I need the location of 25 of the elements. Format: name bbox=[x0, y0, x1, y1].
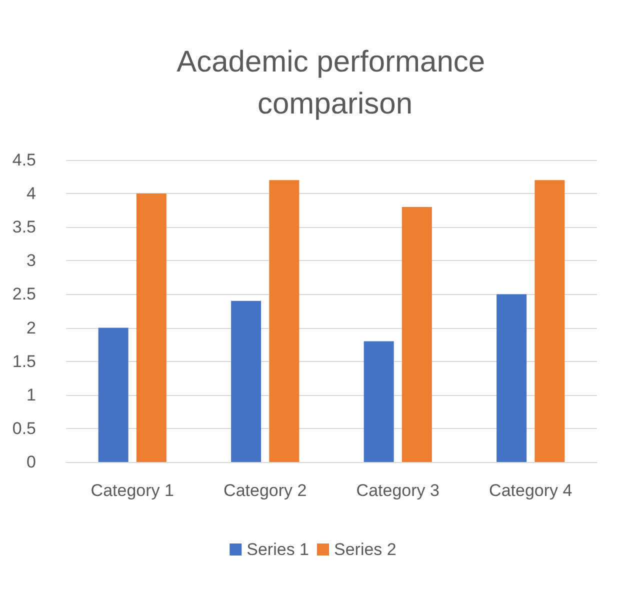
y-tick-label: 2 bbox=[26, 318, 36, 338]
y-tick-label: 4.5 bbox=[12, 150, 36, 170]
bar bbox=[269, 180, 300, 462]
bar bbox=[231, 300, 262, 462]
legend-label: Series 2 bbox=[334, 540, 396, 559]
bar bbox=[136, 194, 166, 462]
legend-label: Series 1 bbox=[246, 540, 310, 559]
bar bbox=[496, 294, 527, 462]
y-tick-label: 1.5 bbox=[12, 352, 36, 371]
x-tick-label: Category 2 bbox=[224, 481, 307, 500]
y-tick-label: 0 bbox=[26, 452, 36, 472]
y-tick-label: 3.5 bbox=[12, 218, 36, 237]
x-tick-label: Category 3 bbox=[356, 481, 440, 500]
y-tick-label: 0.5 bbox=[12, 418, 36, 438]
chart-title: Academic performance comparison bbox=[176, 46, 494, 120]
y-tick-label: 2.5 bbox=[12, 284, 36, 304]
bar bbox=[402, 206, 432, 462]
bar bbox=[98, 328, 128, 462]
bar bbox=[534, 180, 565, 462]
x-tick-label: Category 1 bbox=[90, 481, 174, 500]
y-tick-label: 1 bbox=[26, 385, 36, 404]
x-tick-label: Category 4 bbox=[489, 481, 572, 500]
y-tick-label: 3 bbox=[26, 251, 36, 270]
y-tick-label: 4 bbox=[26, 184, 36, 204]
bar bbox=[364, 341, 394, 462]
